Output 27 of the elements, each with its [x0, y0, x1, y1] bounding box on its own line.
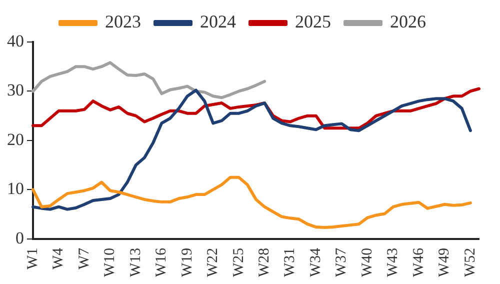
y-tick-label: 40	[7, 31, 24, 50]
legend-label: 2026	[390, 12, 426, 32]
x-tick-label: W43	[385, 248, 402, 278]
x-tick-label: W52	[462, 248, 478, 278]
x-tick-label: W13	[128, 248, 144, 278]
legend-label: 2024	[200, 12, 236, 32]
x-tick-label: W31	[282, 248, 298, 278]
x-tick-label: W4	[50, 247, 67, 270]
x-tick-label: W49	[436, 248, 453, 278]
x-tick-label: W37	[334, 247, 350, 278]
y-tick-label: 20	[7, 130, 24, 149]
legend-label: 2023	[105, 12, 141, 32]
x-tick-label: W22	[205, 248, 222, 278]
x-tick-label: W25	[230, 248, 247, 278]
legend-label: 2025	[295, 12, 331, 32]
x-tick-label: W1	[24, 248, 41, 270]
x-tick-label: W34	[308, 247, 324, 278]
y-tick-label: 10	[7, 179, 24, 198]
x-tick-label: W7	[76, 247, 92, 270]
y-tick-label: 30	[7, 80, 24, 100]
x-tick-label: W46	[410, 247, 427, 278]
x-tick-label: W19	[179, 248, 196, 278]
x-tick-label: W16	[154, 247, 170, 278]
y-tick-label: 0	[16, 228, 24, 248]
x-tick-label: W40	[359, 248, 376, 278]
x-tick-label: W28	[256, 248, 273, 278]
x-tick-label: W10	[102, 248, 118, 278]
